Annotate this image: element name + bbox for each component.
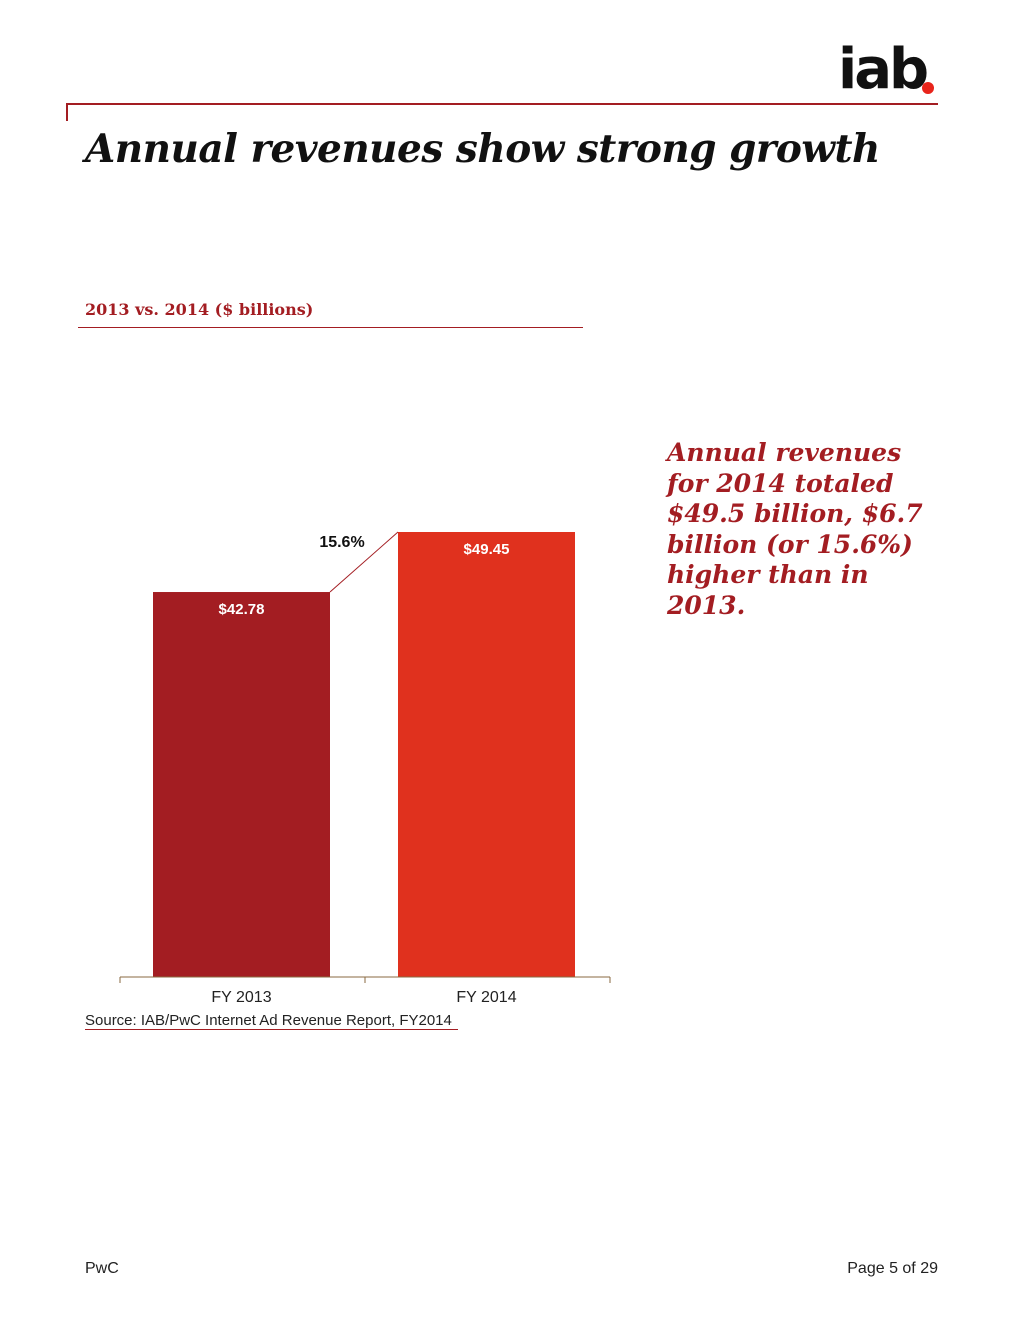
chart-subtitle: 2013 vs. 2014 ($ billions)	[85, 300, 314, 319]
callout-text: Annual revenues for 2014 totaled $49.5 b…	[667, 438, 923, 620]
x-tick-label: FY 2014	[456, 989, 516, 1006]
header-rule-tick	[66, 103, 68, 121]
iab-logo: iab	[838, 40, 938, 100]
iab-logo-dot	[922, 82, 934, 94]
data-label: $42.78	[219, 601, 265, 618]
subtitle-rule	[78, 327, 583, 328]
revenue-bar-chart: $42.78 $49.45 FY 2013 FY 2014 15.6%	[119, 531, 611, 1006]
header-rule	[66, 103, 938, 105]
page-title: Annual revenues show strong growth	[85, 126, 880, 172]
footer-left: PwC	[85, 1260, 119, 1277]
source-note: Source: IAB/PwC Internet Ad Revenue Repo…	[85, 1012, 458, 1030]
bar-fy-2014	[398, 532, 575, 977]
bar-fy-2013	[153, 592, 330, 977]
growth-label: 15.6%	[319, 534, 364, 551]
iab-logo-text: iab	[838, 37, 929, 102]
x-tick-label: FY 2013	[211, 989, 271, 1006]
data-label: $49.45	[464, 541, 510, 558]
growth-connector	[329, 531, 399, 593]
page-number: Page 5 of 29	[847, 1260, 938, 1277]
